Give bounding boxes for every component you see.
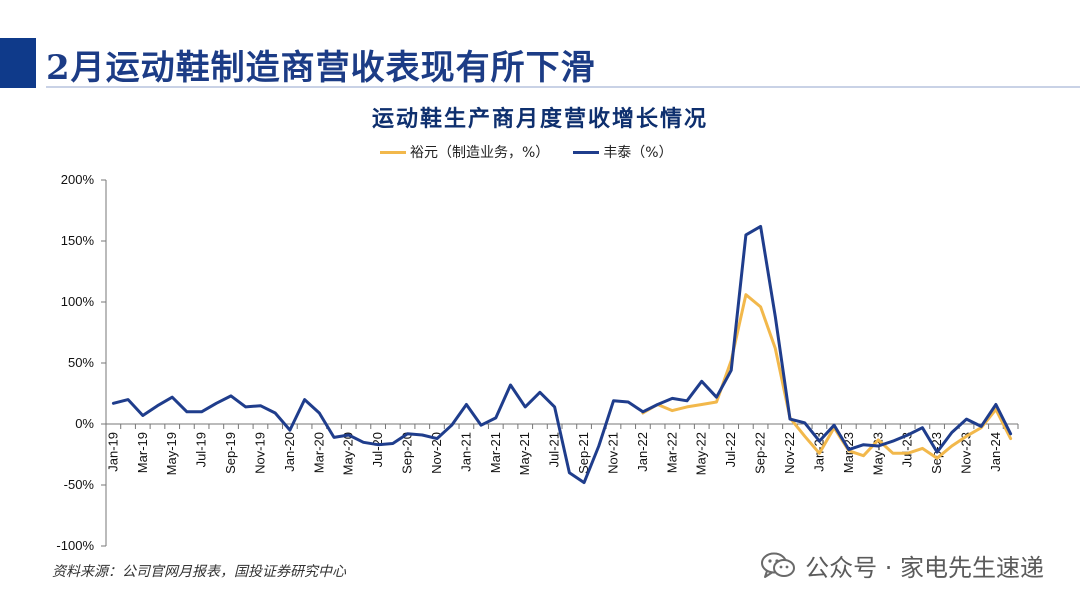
- legend-label-yuyuan: 裕元（制造业务，%）: [410, 145, 550, 161]
- watermark: 公众号 · 家电先生速递: [761, 548, 1044, 583]
- x-tick-label: Jul-22: [723, 432, 738, 467]
- x-tick-label: Nov-23: [959, 432, 974, 474]
- y-tick-label: 200%: [61, 172, 95, 187]
- x-tick-label: Mar-20: [311, 432, 326, 473]
- title-accent-bar: [0, 38, 36, 88]
- chart-title: 运动鞋生产商月度营收增长情况: [371, 106, 708, 132]
- legend-label-fengtai: 丰泰（%）: [603, 145, 673, 161]
- source-note: 资料来源：公司官网月报表，国投证券研究中心: [52, 564, 346, 580]
- y-tick-label: 150%: [61, 233, 95, 248]
- y-tick-label: -50%: [64, 477, 95, 492]
- x-tick-label: Jan-24: [988, 432, 1003, 472]
- chart-legend: 裕元（制造业务，%） 丰泰（%）: [380, 142, 697, 162]
- x-tick-label: Sep-22: [753, 432, 768, 474]
- x-tick-label: May-21: [517, 432, 532, 475]
- y-tick-label: 0%: [75, 416, 94, 431]
- x-tick-label: Nov-19: [252, 432, 267, 474]
- legend-swatch-yuyuan: [380, 150, 406, 154]
- y-tick-label: -100%: [56, 538, 94, 553]
- x-tick-label: Jan-21: [458, 432, 473, 472]
- y-tick-label: 50%: [68, 355, 94, 370]
- title-divider: [46, 86, 1080, 88]
- x-tick-label: Nov-22: [782, 432, 797, 474]
- x-tick-label: Jul-19: [194, 432, 209, 467]
- x-tick-label: Jan-19: [105, 432, 120, 472]
- wechat-icon: [761, 552, 796, 578]
- series-line-yuyuan: [641, 293, 1013, 460]
- x-tick-label: May-22: [694, 432, 709, 475]
- x-tick-label: Jul-20: [370, 432, 385, 467]
- x-tick-label: Sep-21: [576, 432, 591, 474]
- x-tick-label: Jan-20: [282, 432, 297, 472]
- x-tick-label: May-20: [341, 432, 356, 475]
- x-tick-label: Nov-20: [429, 432, 444, 474]
- x-tick-label: Mar-19: [135, 432, 150, 473]
- x-tick-label: Jul-23: [900, 432, 915, 467]
- x-tick-label: May-19: [164, 432, 179, 475]
- legend-item-yuyuan: 裕元（制造业务，%）: [380, 142, 549, 162]
- watermark-text: 公众号 · 家电先生速递: [805, 554, 1044, 582]
- y-tick-label: 100%: [61, 294, 95, 309]
- x-tick-label: Mar-21: [488, 432, 503, 473]
- page-title: 2月运动鞋制造商营收表现有所下滑: [46, 48, 596, 88]
- series-line-fengtai: [111, 224, 1013, 485]
- x-tick-label: Sep-20: [400, 432, 415, 474]
- legend-item-fengtai: 丰泰（%）: [573, 142, 673, 162]
- x-tick-label: Jul-21: [547, 432, 562, 467]
- x-tick-label: Mar-22: [664, 432, 679, 473]
- x-tick-label: Jan-22: [635, 432, 650, 472]
- x-tick-label: Nov-21: [605, 432, 620, 474]
- x-tick-label: Sep-19: [223, 432, 238, 474]
- legend-swatch-fengtai: [573, 150, 600, 154]
